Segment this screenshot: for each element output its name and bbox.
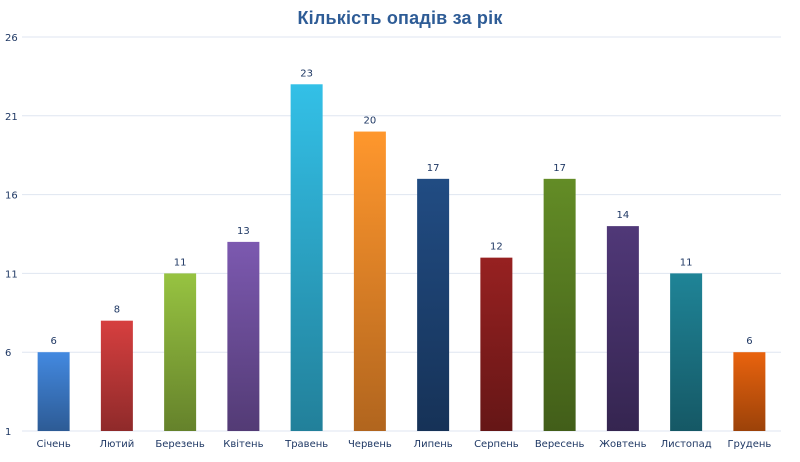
data-label: 8 [114,305,120,316]
bar [37,352,70,431]
x-tick-label: Червень [348,439,392,450]
y-tick-label: 26 [5,33,18,44]
data-label: 11 [174,257,187,268]
data-label: 23 [300,68,313,79]
x-tick-label: Листопад [661,439,712,450]
data-label: 6 [746,336,752,347]
y-tick-label: 6 [5,348,11,359]
data-label: 13 [237,226,250,237]
bars [37,84,766,431]
data-label: 12 [490,242,503,253]
bar [290,84,323,431]
x-axis: Січень Лютий Березень Квітень Травень Червень… [36,438,771,450]
y-tick-label: 1 [5,427,11,438]
data-labels: 6 8 11 13 23 20 17 12 17 14 11 6 [50,68,752,347]
y-tick-label: 11 [5,269,18,280]
bar [353,131,386,431]
bar [733,352,766,431]
bar [606,226,639,431]
bar [480,257,513,431]
x-tick-label: Грудень [727,439,771,450]
bar [417,178,450,431]
x-tick-label: Серпень [474,439,519,450]
data-label: 11 [680,257,693,268]
y-tick-label: 21 [5,112,18,123]
y-tick-label: 16 [5,191,18,202]
data-label: 20 [364,116,377,127]
bar [164,273,197,431]
x-tick-label: Січень [36,438,70,450]
bar [670,273,703,431]
x-tick-label: Лютий [99,439,134,450]
data-label: 17 [427,163,440,174]
bar [543,178,576,431]
data-label: 6 [50,336,56,347]
x-tick-label: Березень [155,439,205,450]
bar [227,241,260,431]
chart-title: Кількість опадів за рік [297,8,503,28]
x-tick-label: Жовтень [599,439,646,450]
x-tick-label: Вересень [535,439,585,450]
data-label: 14 [617,210,630,221]
bar [100,320,133,431]
data-label: 17 [553,163,566,174]
x-tick-label: Травень [284,439,328,450]
gridlines [22,36,781,432]
x-tick-label: Липень [414,439,453,450]
x-tick-label: Квітень [223,438,263,450]
